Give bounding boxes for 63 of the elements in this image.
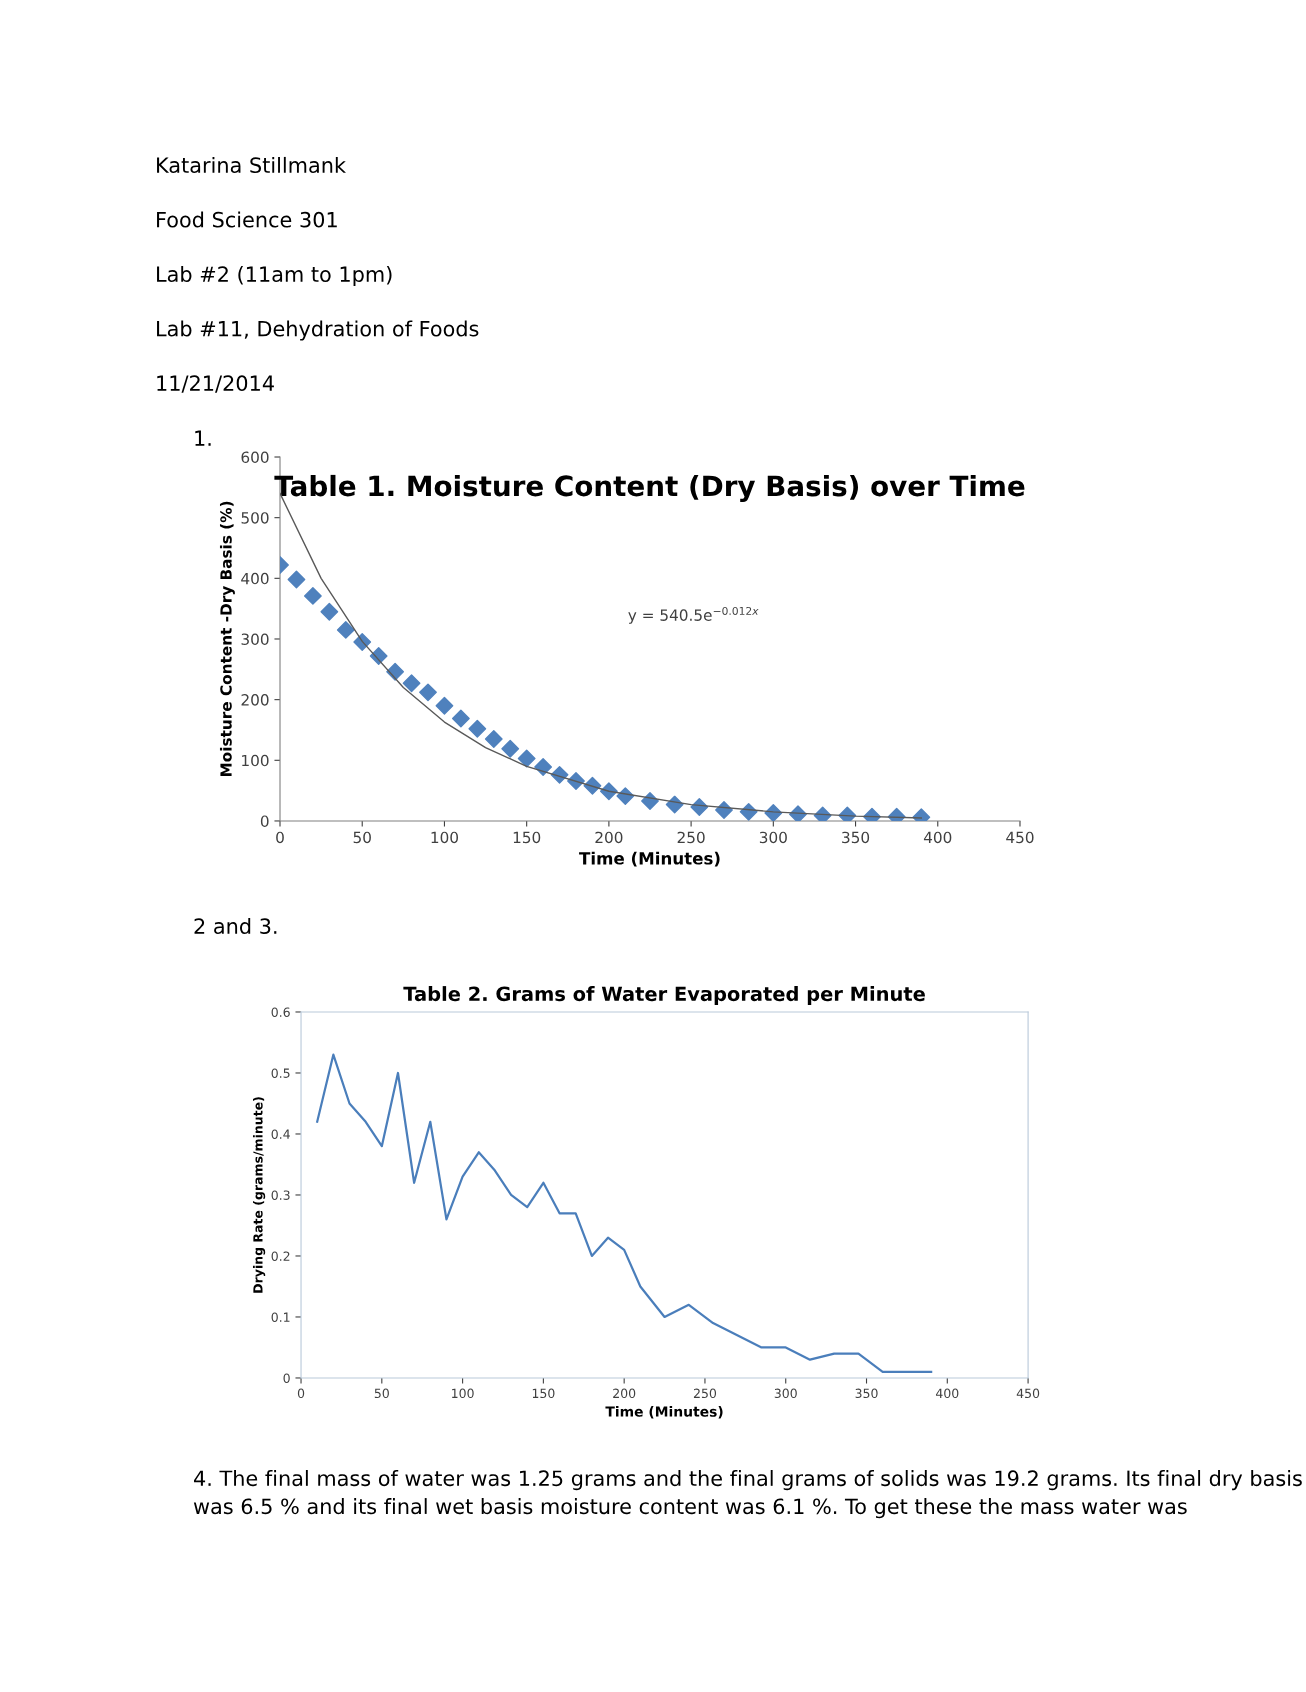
text: 2 and 3. [194,917,277,935]
y-tick-label: 500 [241,512,269,524]
x-tick-label: 400 [923,831,952,844]
x-tick-label: 50 [353,831,371,844]
y-tick-label: 0 [283,1373,290,1383]
text: Lab #11, Dehydration of Foods [157,320,479,341]
x-tick-label: 150 [513,831,541,844]
annotation: y = 540.5e$^{−0.012x}$ [628,606,759,624]
point [303,587,322,605]
point [287,570,306,589]
y-tick-label: 0 [260,815,269,827]
point [501,739,520,758]
y-axis-title: Drying Rate (grams/minute) [252,1097,266,1293]
point [435,696,454,715]
line-series [316,1053,933,1373]
text: Lab #2 (11am to 1pm) [157,265,392,287]
x-axis-title: Time (Minutes) [605,1406,723,1419]
text: 1. [195,430,211,446]
point [468,719,487,738]
text: 4. The final mass of water was 1.25 grams and the final grams of solids was 19.2 grams. Its final dry basis was 6.5 % and its final wet basis moisture content was 6.1 %. To get these the mass water was [193,1470,1302,1519]
x-tick-label: 100 [431,831,459,844]
chart-title: Table 2. Grams of Water Evaporated per Minute [403,986,925,1005]
point [336,620,355,639]
x-tick-label: 300 [774,1388,797,1399]
x-tick-label: 200 [595,831,623,844]
x-tick-label: 350 [842,831,870,844]
point [517,749,536,768]
point [484,730,503,748]
x-tick-label: 100 [452,1388,474,1399]
y-tick-label: 100 [242,754,269,767]
point [419,683,437,702]
y-tick-label: 200 [241,694,269,706]
x-tick-label: 450 [1016,1388,1040,1399]
text: Table 1. Moisture Content (Dry Basis) over Time [274,474,1025,502]
y-tick-label: 0.6 [271,1007,290,1017]
x-tick-label: 450 [1006,831,1034,844]
y-tick-label: 0.4 [271,1129,290,1139]
y-tick-label: 600 [241,451,269,464]
x-tick-label: 150 [532,1388,555,1399]
text: Food Science 301 [157,211,337,228]
y-axis-title: Moisture Content -Dry Basis (%) [219,501,235,777]
text: 11/21/2014 [157,375,274,393]
point [402,674,421,693]
y-tick-label: 0.2 [271,1251,290,1261]
x-tick-label: 50 [374,1388,389,1399]
x-tick-label: 250 [677,831,705,844]
x-tick-label: 0 [297,1388,305,1399]
y-tick-label: 0.1 [271,1312,290,1322]
text: Katarina Stillmank [157,156,346,174]
y-tick-label: 300 [241,633,269,646]
x-tick-label: 300 [759,831,787,844]
point [320,602,339,621]
x-axis-title: Time (Minutes) [579,851,720,867]
y-tick-label: 0.5 [271,1068,290,1078]
point [451,709,470,728]
x-tick-label: 400 [935,1388,959,1399]
x-tick-label: 200 [613,1388,636,1399]
x-tick-label: 350 [855,1388,878,1399]
point [534,758,553,776]
x-tick-label: 250 [693,1388,717,1399]
y-tick-label: 0.3 [271,1190,290,1200]
y-tick-label: 400 [241,572,269,585]
point [715,801,733,819]
